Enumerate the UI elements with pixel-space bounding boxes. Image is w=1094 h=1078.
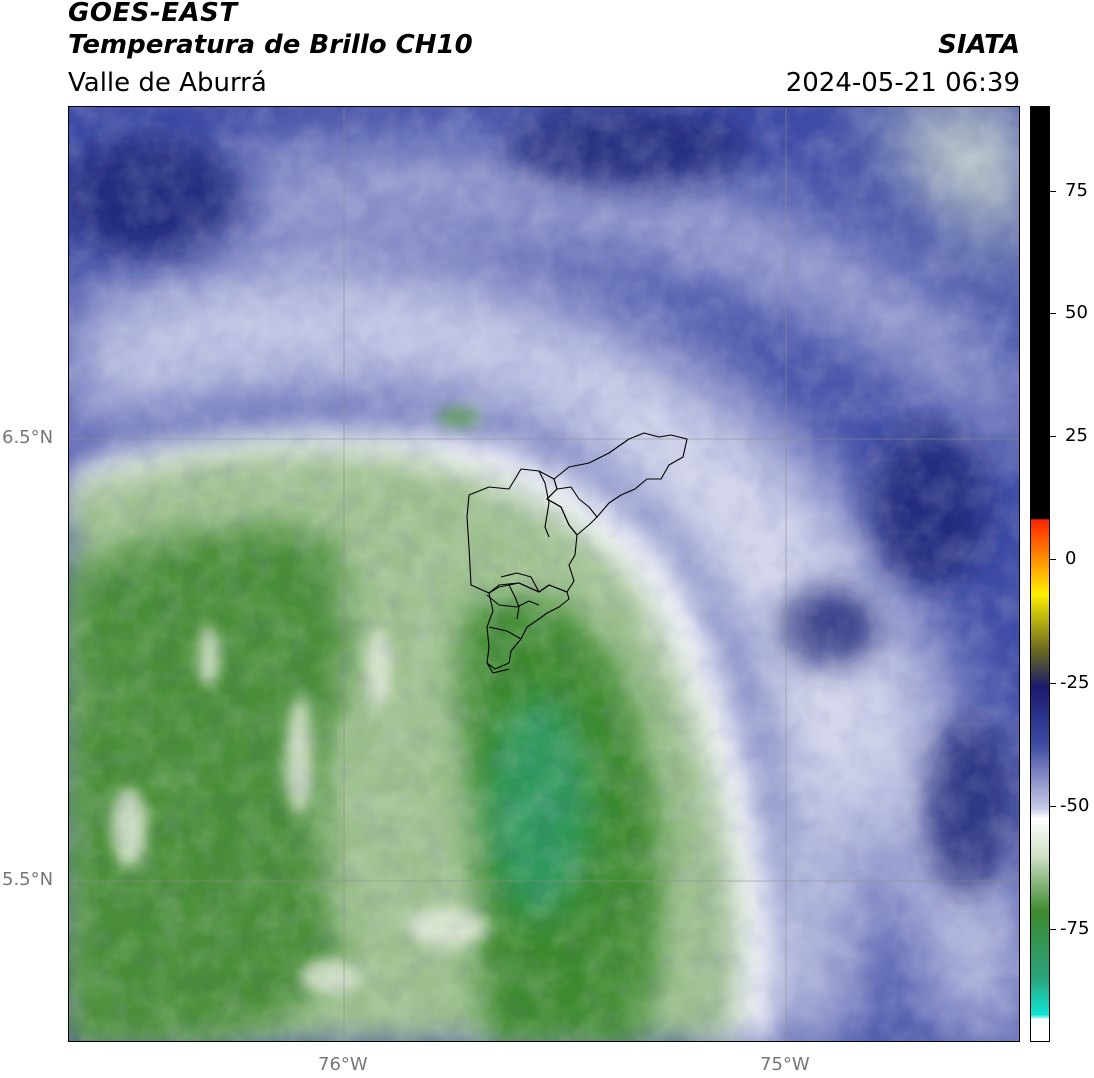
municipal-boundaries [466,432,688,674]
cb-label-0: 0 [1065,548,1077,569]
boundary-divider-5 [508,584,520,620]
boundary-northeast-municipality [546,432,688,536]
colorbar-canvas [1031,107,1049,1041]
product-title: Temperatura de Brillo CH10 [68,30,473,60]
cb-tick-75 [1050,191,1056,192]
cb-label-75: 75 [1065,180,1088,201]
colorbar [1030,106,1050,1042]
lat-label-5.5: 5.5°N [2,869,54,890]
boundary-divider-1 [556,486,598,518]
cb-tick-0 [1050,559,1056,560]
boundary-divider-2 [538,470,550,538]
region-subtitle: Valle de Aburrá [68,68,267,98]
cb-label-neg25: -25 [1060,672,1090,693]
datetime-label: 2024-05-21 06:39 [785,68,1020,98]
map-canvas [69,107,1019,1041]
gridlines [69,107,1019,1041]
cb-label-neg75: -75 [1060,918,1090,939]
cb-label-neg50: -50 [1060,795,1090,816]
boundary-divider-3 [500,572,540,593]
boundary-divider-4 [486,594,540,608]
boundary-divider-6 [488,626,522,640]
cb-label-25: 25 [1065,425,1088,446]
satellite-title: GOES-EAST [68,0,238,28]
satellite-map [68,106,1020,1042]
cb-tick-25 [1050,436,1056,437]
boundary-south-municipality [486,662,510,674]
boundary-central-municipality [486,582,570,670]
cb-tick-neg75 [1050,929,1056,930]
lat-label-6.5: 6.5°N [2,427,54,448]
boundary-north-municipality [466,468,578,594]
brand-label: SIATA [938,30,1020,60]
lon-label-75: 75°W [760,1054,810,1075]
colorbar-gradient [1031,107,1049,1041]
lon-label-76: 76°W [318,1054,368,1075]
texture-noise-dark [69,107,1019,1041]
cb-tick-neg25 [1050,683,1056,684]
cb-label-50: 50 [1065,302,1088,323]
cb-tick-neg50 [1050,806,1056,807]
cb-tick-50 [1050,313,1056,314]
